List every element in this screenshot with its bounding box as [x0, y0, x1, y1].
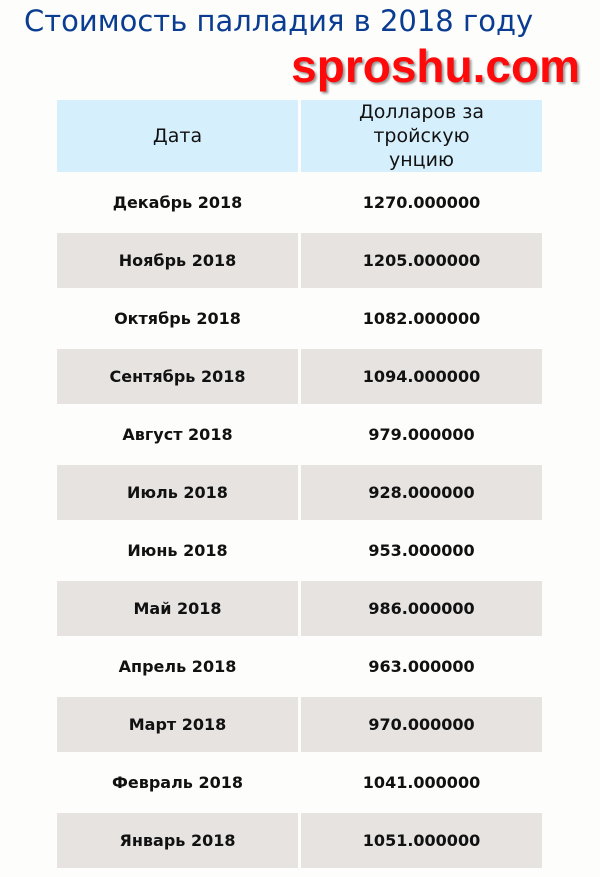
page-title: Стоимость палладия в 2018 году [24, 4, 534, 38]
table-row: Февраль 2018 1041.000000 [57, 755, 542, 810]
cell-date: Февраль 2018 [57, 755, 298, 810]
table-row: Ноябрь 2018 1205.000000 [57, 233, 542, 288]
cell-price: 1051.000000 [301, 813, 542, 868]
cell-price: 1041.000000 [301, 755, 542, 810]
cell-date: Июль 2018 [57, 465, 298, 520]
table-row: Сентябрь 2018 1094.000000 [57, 349, 542, 404]
price-table: Дата Долларов за тройскую унцию Декабрь … [54, 97, 545, 871]
table-header: Дата Долларов за тройскую унцию [57, 100, 542, 172]
header-date: Дата [57, 100, 298, 172]
cell-date: Ноябрь 2018 [57, 233, 298, 288]
cell-price: 928.000000 [301, 465, 542, 520]
cell-date: Декабрь 2018 [57, 175, 298, 230]
cell-price: 986.000000 [301, 581, 542, 636]
table-row: Апрель 2018 963.000000 [57, 639, 542, 694]
cell-date: Август 2018 [57, 407, 298, 462]
table-row: Октябрь 2018 1082.000000 [57, 291, 542, 346]
cell-price: 1082.000000 [301, 291, 542, 346]
table-row: Март 2018 970.000000 [57, 697, 542, 752]
cell-date: Сентябрь 2018 [57, 349, 298, 404]
table-body: Декабрь 2018 1270.000000 Ноябрь 2018 1205.0… [57, 175, 542, 868]
cell-price: 970.000000 [301, 697, 542, 752]
table-row: Декабрь 2018 1270.000000 [57, 175, 542, 230]
watermark: sproshu.com [291, 40, 580, 92]
table-row: Июль 2018 928.000000 [57, 465, 542, 520]
header-price: Долларов за тройскую унцию [301, 100, 542, 172]
table-row: Август 2018 979.000000 [57, 407, 542, 462]
table-row: Май 2018 986.000000 [57, 581, 542, 636]
cell-price: 953.000000 [301, 523, 542, 578]
table-row: Январь 2018 1051.000000 [57, 813, 542, 868]
cell-date: Октябрь 2018 [57, 291, 298, 346]
table-row: Июнь 2018 953.000000 [57, 523, 542, 578]
cell-price: 1205.000000 [301, 233, 542, 288]
cell-date: Май 2018 [57, 581, 298, 636]
cell-date: Июнь 2018 [57, 523, 298, 578]
cell-price: 979.000000 [301, 407, 542, 462]
cell-price: 963.000000 [301, 639, 542, 694]
cell-date: Март 2018 [57, 697, 298, 752]
cell-date: Январь 2018 [57, 813, 298, 868]
cell-price: 1270.000000 [301, 175, 542, 230]
cell-price: 1094.000000 [301, 349, 542, 404]
cell-date: Апрель 2018 [57, 639, 298, 694]
